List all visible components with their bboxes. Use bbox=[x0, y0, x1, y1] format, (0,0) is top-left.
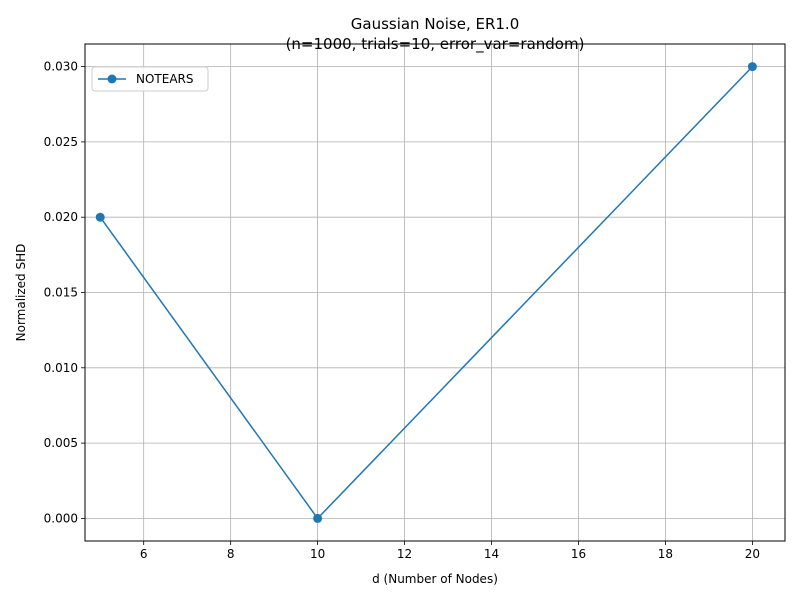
legend-label-notears: NOTEARS bbox=[136, 72, 194, 86]
legend: NOTEARS bbox=[91, 66, 209, 92]
y-tick-label: 0.005 bbox=[44, 436, 78, 450]
data-point-notears bbox=[313, 513, 323, 523]
y-tick-label: 0.015 bbox=[44, 286, 78, 300]
x-tick-label: 18 bbox=[658, 547, 673, 561]
x-tick-label: 14 bbox=[484, 547, 499, 561]
legend-box bbox=[91, 66, 209, 92]
x-tick-label: 20 bbox=[745, 547, 760, 561]
chart-subtitle: (n=1000, trials=10, error_var=random) bbox=[286, 35, 585, 54]
data-point-notears bbox=[747, 62, 757, 72]
series-layer bbox=[95, 62, 757, 523]
ticks: 6 8 10 12 14 16 18 20 0.000 0.005 0.010 0.015 0.020 0… bbox=[44, 60, 760, 561]
y-tick-label: 0.030 bbox=[44, 60, 78, 74]
x-axis-label: d (Number of Nodes) bbox=[372, 572, 498, 586]
x-tick-label: 6 bbox=[140, 547, 148, 561]
x-tick-label: 10 bbox=[310, 547, 325, 561]
y-axis-label: Normalized SHD bbox=[14, 244, 28, 342]
x-tick-label: 12 bbox=[397, 547, 412, 561]
y-tick-label: 0.000 bbox=[44, 511, 78, 525]
x-tick-label: 16 bbox=[571, 547, 586, 561]
y-tick-label: 0.020 bbox=[44, 210, 78, 224]
y-tick-label: 0.010 bbox=[44, 361, 78, 375]
grid bbox=[85, 44, 785, 541]
x-tick-label: 8 bbox=[227, 547, 235, 561]
legend-marker-notears bbox=[107, 74, 117, 84]
y-tick-label: 0.025 bbox=[44, 135, 78, 149]
chart-title: Gaussian Noise, ER1.0 bbox=[351, 15, 520, 33]
data-point-notears bbox=[95, 212, 105, 222]
